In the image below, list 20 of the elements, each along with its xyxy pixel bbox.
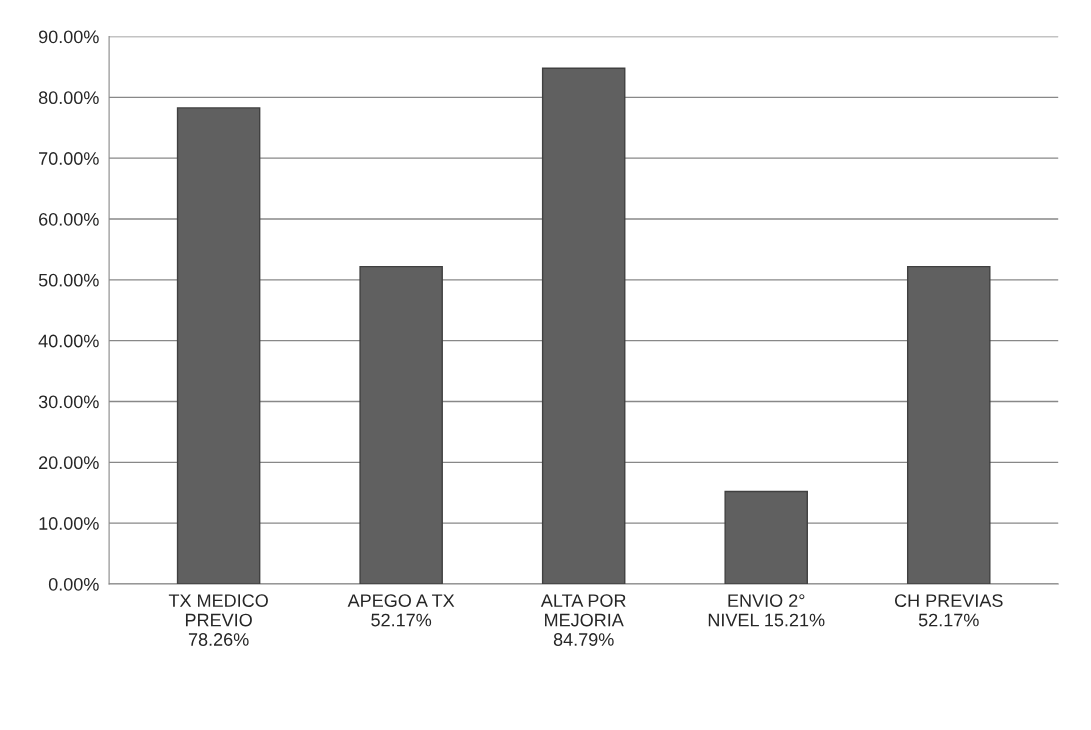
x-tick-label: TX MEDICO PREVIO 78.26% <box>168 594 268 646</box>
y-tick-label: 10.00% <box>39 517 99 530</box>
y-tick-label: 40.00% <box>38 334 99 348</box>
x-tick-label: ALTA POR MEJORIA 84.79% <box>540 594 626 646</box>
y-tick-label: 80.00% <box>38 91 99 105</box>
y-tick-label: 20.00% <box>39 456 99 470</box>
y-tick-label: 90.00% <box>38 30 99 44</box>
y-tick-label: 50.00% <box>38 273 99 287</box>
y-tick-label: 60.00% <box>39 212 99 226</box>
bar <box>541 67 626 584</box>
bar <box>176 107 261 584</box>
bar <box>906 265 991 584</box>
x-tick-label: ENVIO 2° NIVEL 15.21% <box>708 594 825 627</box>
y-tick-label: 0.00% <box>48 577 99 591</box>
x-tick-label: CH PREVIAS 52.17% <box>894 594 1003 627</box>
x-tick-label: APEGO A TX 52.17% <box>347 594 455 627</box>
bar <box>359 265 443 584</box>
bar <box>724 490 808 584</box>
y-tick-label: 30.00% <box>38 395 99 409</box>
y-tick-label: 70.00% <box>39 152 99 165</box>
